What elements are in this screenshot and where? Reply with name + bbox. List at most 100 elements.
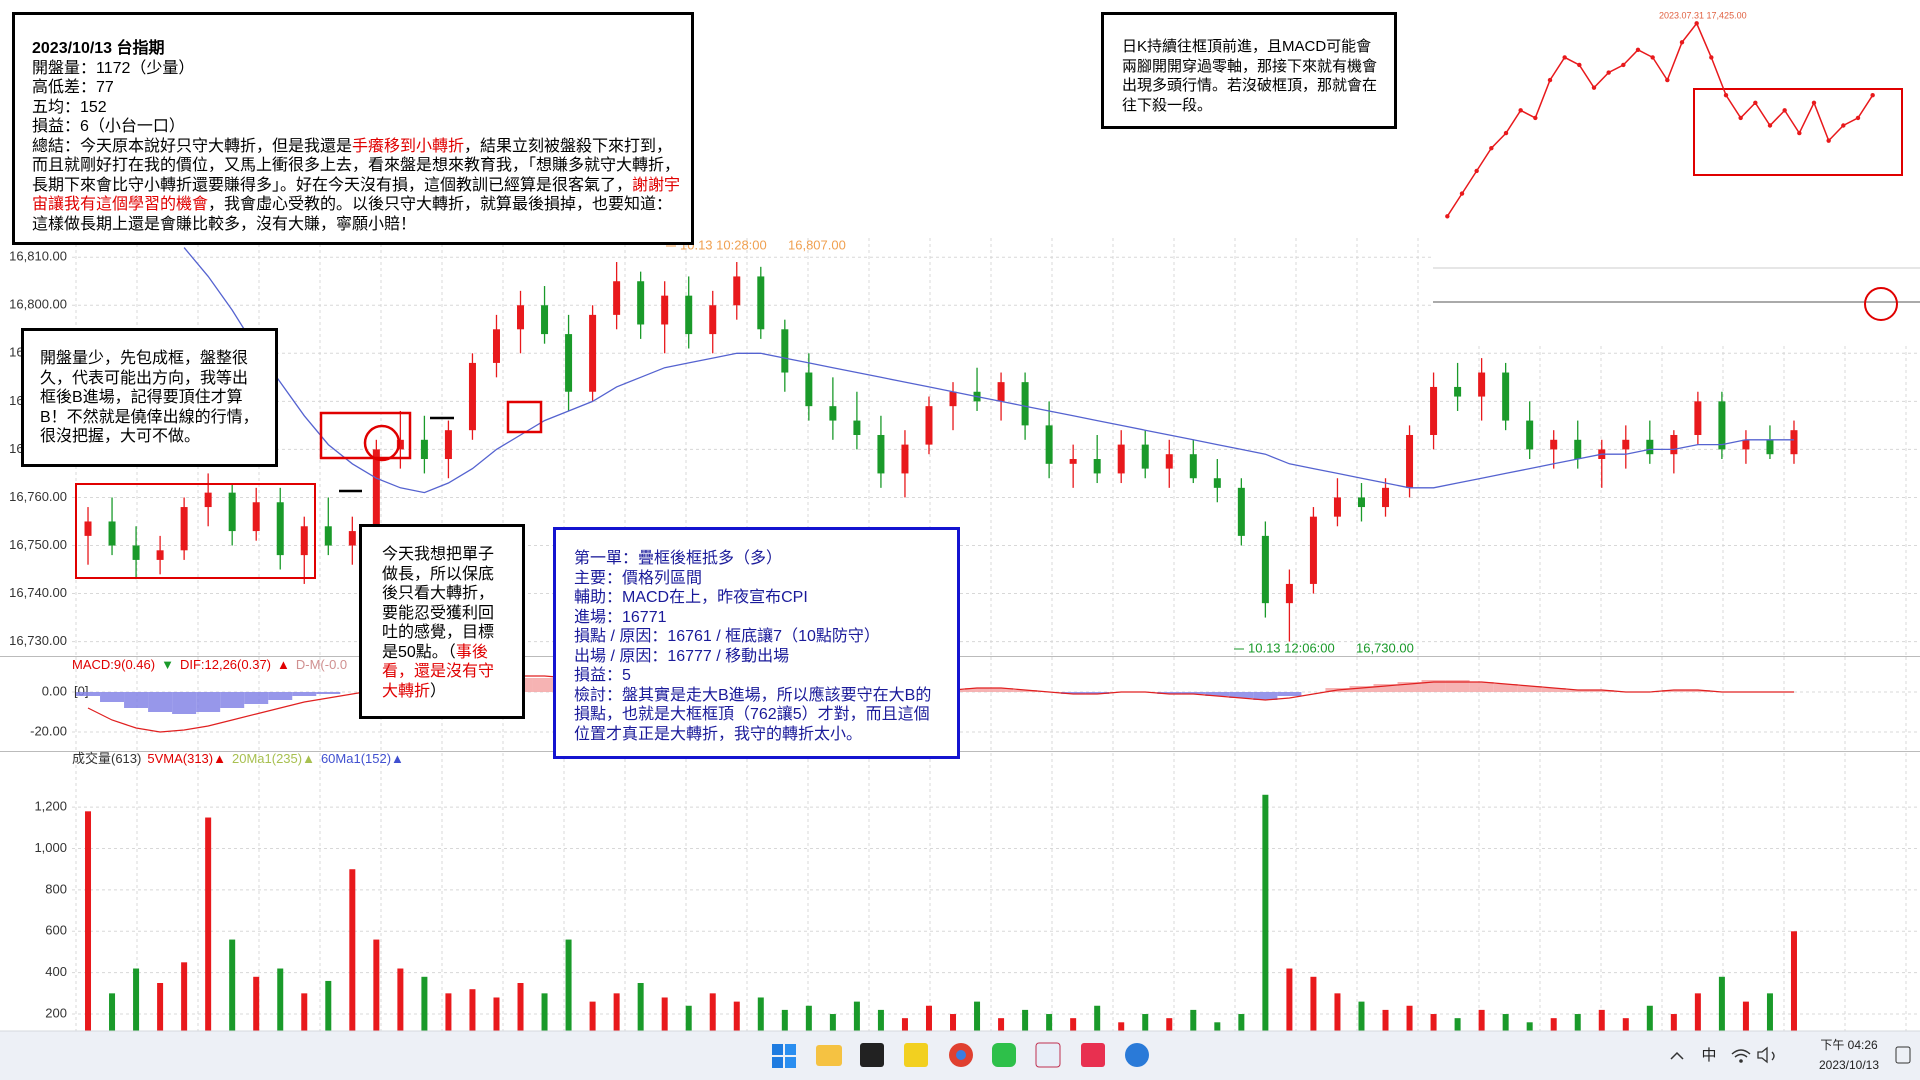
inset-line	[1446, 21, 1874, 217]
y-tick-label: 16,740.00	[9, 585, 67, 600]
inset-point	[1577, 62, 1582, 68]
volume-bar	[853, 1001, 860, 1056]
y-tick-label: 16,730.00	[9, 633, 67, 648]
macd-bar	[292, 692, 317, 696]
candle-body	[613, 281, 621, 315]
inset-point	[1826, 138, 1831, 143]
candle-body	[396, 439, 404, 450]
app-icon[interactable]	[1081, 1043, 1105, 1067]
macd-bar	[268, 692, 293, 700]
zero-label: [0]	[74, 683, 88, 698]
price-marker-price: 16,730.00	[1356, 640, 1414, 655]
clock-date[interactable]: 2023/10/13	[1819, 1058, 1879, 1072]
inset-point	[1797, 130, 1802, 136]
price-plot	[84, 247, 1798, 642]
candle-body	[1021, 382, 1029, 426]
inset-point	[1591, 85, 1597, 90]
ime-indicator[interactable]: 中	[1701, 1047, 1716, 1064]
macd-bar	[532, 678, 557, 692]
candle-body	[925, 406, 933, 445]
candle-body	[1646, 439, 1654, 455]
volume-bar	[733, 1001, 740, 1056]
inset-circle	[1864, 287, 1898, 321]
volume-bar	[493, 997, 500, 1056]
macd-bar	[1013, 690, 1038, 692]
summary-note: 2023/10/13 台指期 開盤量：1172（少量） 高低差：77 五均：152 損…	[12, 12, 694, 245]
macd-bar	[244, 692, 269, 704]
candle-body	[949, 391, 957, 407]
inset-point	[1621, 62, 1626, 68]
note-line: 第一單：疊框後框抵多（多）	[574, 550, 783, 567]
start-button[interactable]	[772, 1044, 796, 1068]
candle-body	[541, 305, 549, 335]
inset-point	[1767, 123, 1773, 128]
candle-body	[1382, 487, 1390, 508]
note-line: 損益：6（小台一口）	[32, 118, 185, 135]
text-run: ，我會虛心受教的。以後只守大轉折，就算最後損掉，也要知道：這樣做長期上還是會賺比…	[32, 196, 673, 233]
volume-bar	[301, 993, 308, 1056]
wifi-dot	[1739, 1059, 1743, 1063]
volume-bar	[1262, 794, 1269, 1056]
range-box	[319, 411, 412, 460]
macd-bar	[1541, 688, 1566, 692]
tray-chevron[interactable]	[1670, 1051, 1684, 1060]
inset-label: 2023.07.31 17,425.00	[1659, 10, 1747, 20]
note-line: 高低差：77	[32, 79, 114, 96]
wifi-icon[interactable]	[1731, 1049, 1751, 1058]
text-run: 日K持續往框頂前進，且MACD可能會兩腳開開穿過零軸，那接下來就有機會出現多頭行…	[1122, 38, 1378, 114]
note-line: 主要：價格列區間	[574, 569, 703, 587]
macd-bar	[1157, 692, 1182, 694]
price-marker-time: 10.13 10:28:00	[680, 237, 767, 252]
inset-point	[1723, 93, 1729, 98]
candle-body	[444, 430, 452, 460]
notes-icon[interactable]	[904, 1043, 928, 1067]
inset-point	[1562, 55, 1567, 60]
notification-icon[interactable]	[1895, 1046, 1911, 1064]
candle-body	[348, 531, 356, 546]
volume-bar	[421, 976, 428, 1056]
app-icon[interactable]	[860, 1043, 884, 1067]
candle-body	[661, 295, 669, 325]
candle-body	[637, 281, 645, 325]
clock-time[interactable]: 下午 04:26	[1820, 1038, 1878, 1052]
candle-body	[901, 444, 909, 474]
candle-body	[252, 502, 260, 532]
candle-body	[1790, 430, 1798, 455]
note-line: 五均：152	[32, 98, 107, 116]
candle-body	[1045, 425, 1053, 464]
inset-bg	[1433, 0, 1920, 343]
candle-body	[1309, 516, 1317, 584]
inset-point	[1459, 191, 1465, 196]
line-icon[interactable]	[992, 1043, 1016, 1067]
volume-bar	[589, 1001, 596, 1056]
volume-bar	[445, 993, 452, 1056]
candle-body	[300, 526, 308, 556]
header-item: 20Ma1(235)▲	[232, 751, 315, 766]
candle-body	[1574, 439, 1582, 460]
candle-body	[1357, 497, 1365, 508]
inset-point	[1738, 115, 1743, 121]
candle-body	[733, 276, 741, 306]
candle-body	[805, 372, 813, 407]
volume-bar	[133, 968, 140, 1056]
note-line: 開盤量：1172（少量）	[32, 59, 195, 77]
macd-bar	[1661, 690, 1686, 692]
text-run: 手癢移到小轉折	[352, 137, 465, 155]
volume-bar	[109, 993, 116, 1056]
plan-note: 今天我想把單子做長，所以保底後只看大轉折，要能忍受獲利回吐的感覺，目標是50點。…	[359, 524, 525, 719]
edge-icon[interactable]	[1125, 1043, 1149, 1067]
volume-bar	[1742, 1001, 1749, 1056]
macd-bar	[1397, 682, 1422, 692]
volume-icon[interactable]	[1757, 1046, 1768, 1064]
start-tile	[772, 1057, 783, 1068]
header-item: MACD:9(0.46)	[72, 657, 155, 672]
y-tick-label: 16,800.00	[9, 297, 67, 312]
y-tick-label: 200	[45, 1005, 67, 1020]
taskbar: 中 下午 04:26 2023/10/13	[0, 1030, 1920, 1080]
note-line: 出場 / 原因：16777 / 移動出場	[574, 647, 790, 665]
note-text: 今天我想把單子做長，所以保底後只看大轉折，要能忍受獲利回吐的感覺，目標是50點。…	[382, 545, 498, 701]
note-text: 開盤量少，先包成框，盤整很久，代表可能出方向，我等出框後B進場，記得要頂住才算B…	[40, 349, 263, 447]
candle-body	[1718, 401, 1726, 450]
snip-icon[interactable]	[1035, 1042, 1061, 1068]
explorer-icon[interactable]	[816, 1045, 842, 1066]
